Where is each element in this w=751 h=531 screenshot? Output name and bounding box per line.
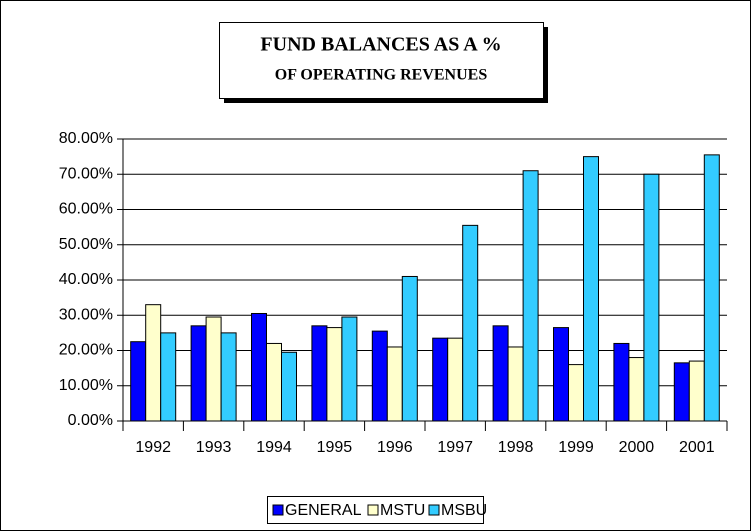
bar <box>190 325 207 422</box>
bar <box>281 351 297 422</box>
bar <box>613 342 630 422</box>
x-tick-label: 1994 <box>256 439 292 456</box>
y-tick-label: 20.00% <box>59 342 113 359</box>
bar <box>220 332 237 422</box>
bar <box>643 173 660 422</box>
y-tick-label: 70.00% <box>59 165 113 182</box>
bar <box>251 312 267 422</box>
y-tick-label: 30.00% <box>59 306 113 323</box>
bar <box>341 316 358 422</box>
legend-swatch <box>272 504 284 516</box>
bar <box>326 327 343 422</box>
x-tick-label: 1999 <box>558 439 594 456</box>
bar <box>266 342 282 422</box>
bar <box>205 316 222 422</box>
bar <box>386 346 403 422</box>
bar <box>703 154 720 422</box>
x-tick-label: 1998 <box>498 439 534 456</box>
bar <box>160 332 177 422</box>
x-tick-label: 2000 <box>619 439 655 456</box>
y-tick-label: 50.00% <box>59 236 113 253</box>
bar <box>145 304 162 422</box>
chart-title: FUND BALANCES AS A % <box>260 34 501 56</box>
bar <box>401 275 418 422</box>
bar <box>522 170 539 422</box>
bar <box>492 325 509 422</box>
legend-label: MSBU <box>441 502 487 519</box>
bar <box>583 156 599 422</box>
legend-label: MSTU <box>380 502 425 519</box>
bar <box>673 362 690 422</box>
legend-swatch <box>428 504 440 516</box>
bar <box>311 325 328 422</box>
bar <box>553 327 569 422</box>
chart-title: OF OPERATING REVENUES <box>275 67 488 84</box>
bar <box>568 364 584 422</box>
bar <box>447 337 464 422</box>
x-tick-label: 1997 <box>437 439 473 456</box>
y-tick-label: 10.00% <box>59 377 113 394</box>
title-box <box>219 22 544 99</box>
y-tick-label: 40.00% <box>59 271 113 288</box>
x-tick-label: 1995 <box>317 439 353 456</box>
x-tick-label: 1993 <box>196 439 232 456</box>
bar <box>628 357 645 422</box>
bar <box>688 360 705 422</box>
y-tick-label: 80.00% <box>59 130 113 147</box>
bar <box>371 330 388 422</box>
bar <box>432 337 449 422</box>
bar <box>462 224 479 422</box>
x-tick-label: 1996 <box>377 439 413 456</box>
x-tick-label: 1992 <box>135 439 171 456</box>
y-tick-label: 0.00% <box>68 412 113 429</box>
legend-label: GENERAL <box>285 502 362 519</box>
x-tick-label: 2001 <box>679 439 715 456</box>
bar <box>507 346 524 422</box>
bar <box>130 341 147 422</box>
y-tick-label: 60.00% <box>59 201 113 218</box>
legend-swatch <box>367 504 379 516</box>
